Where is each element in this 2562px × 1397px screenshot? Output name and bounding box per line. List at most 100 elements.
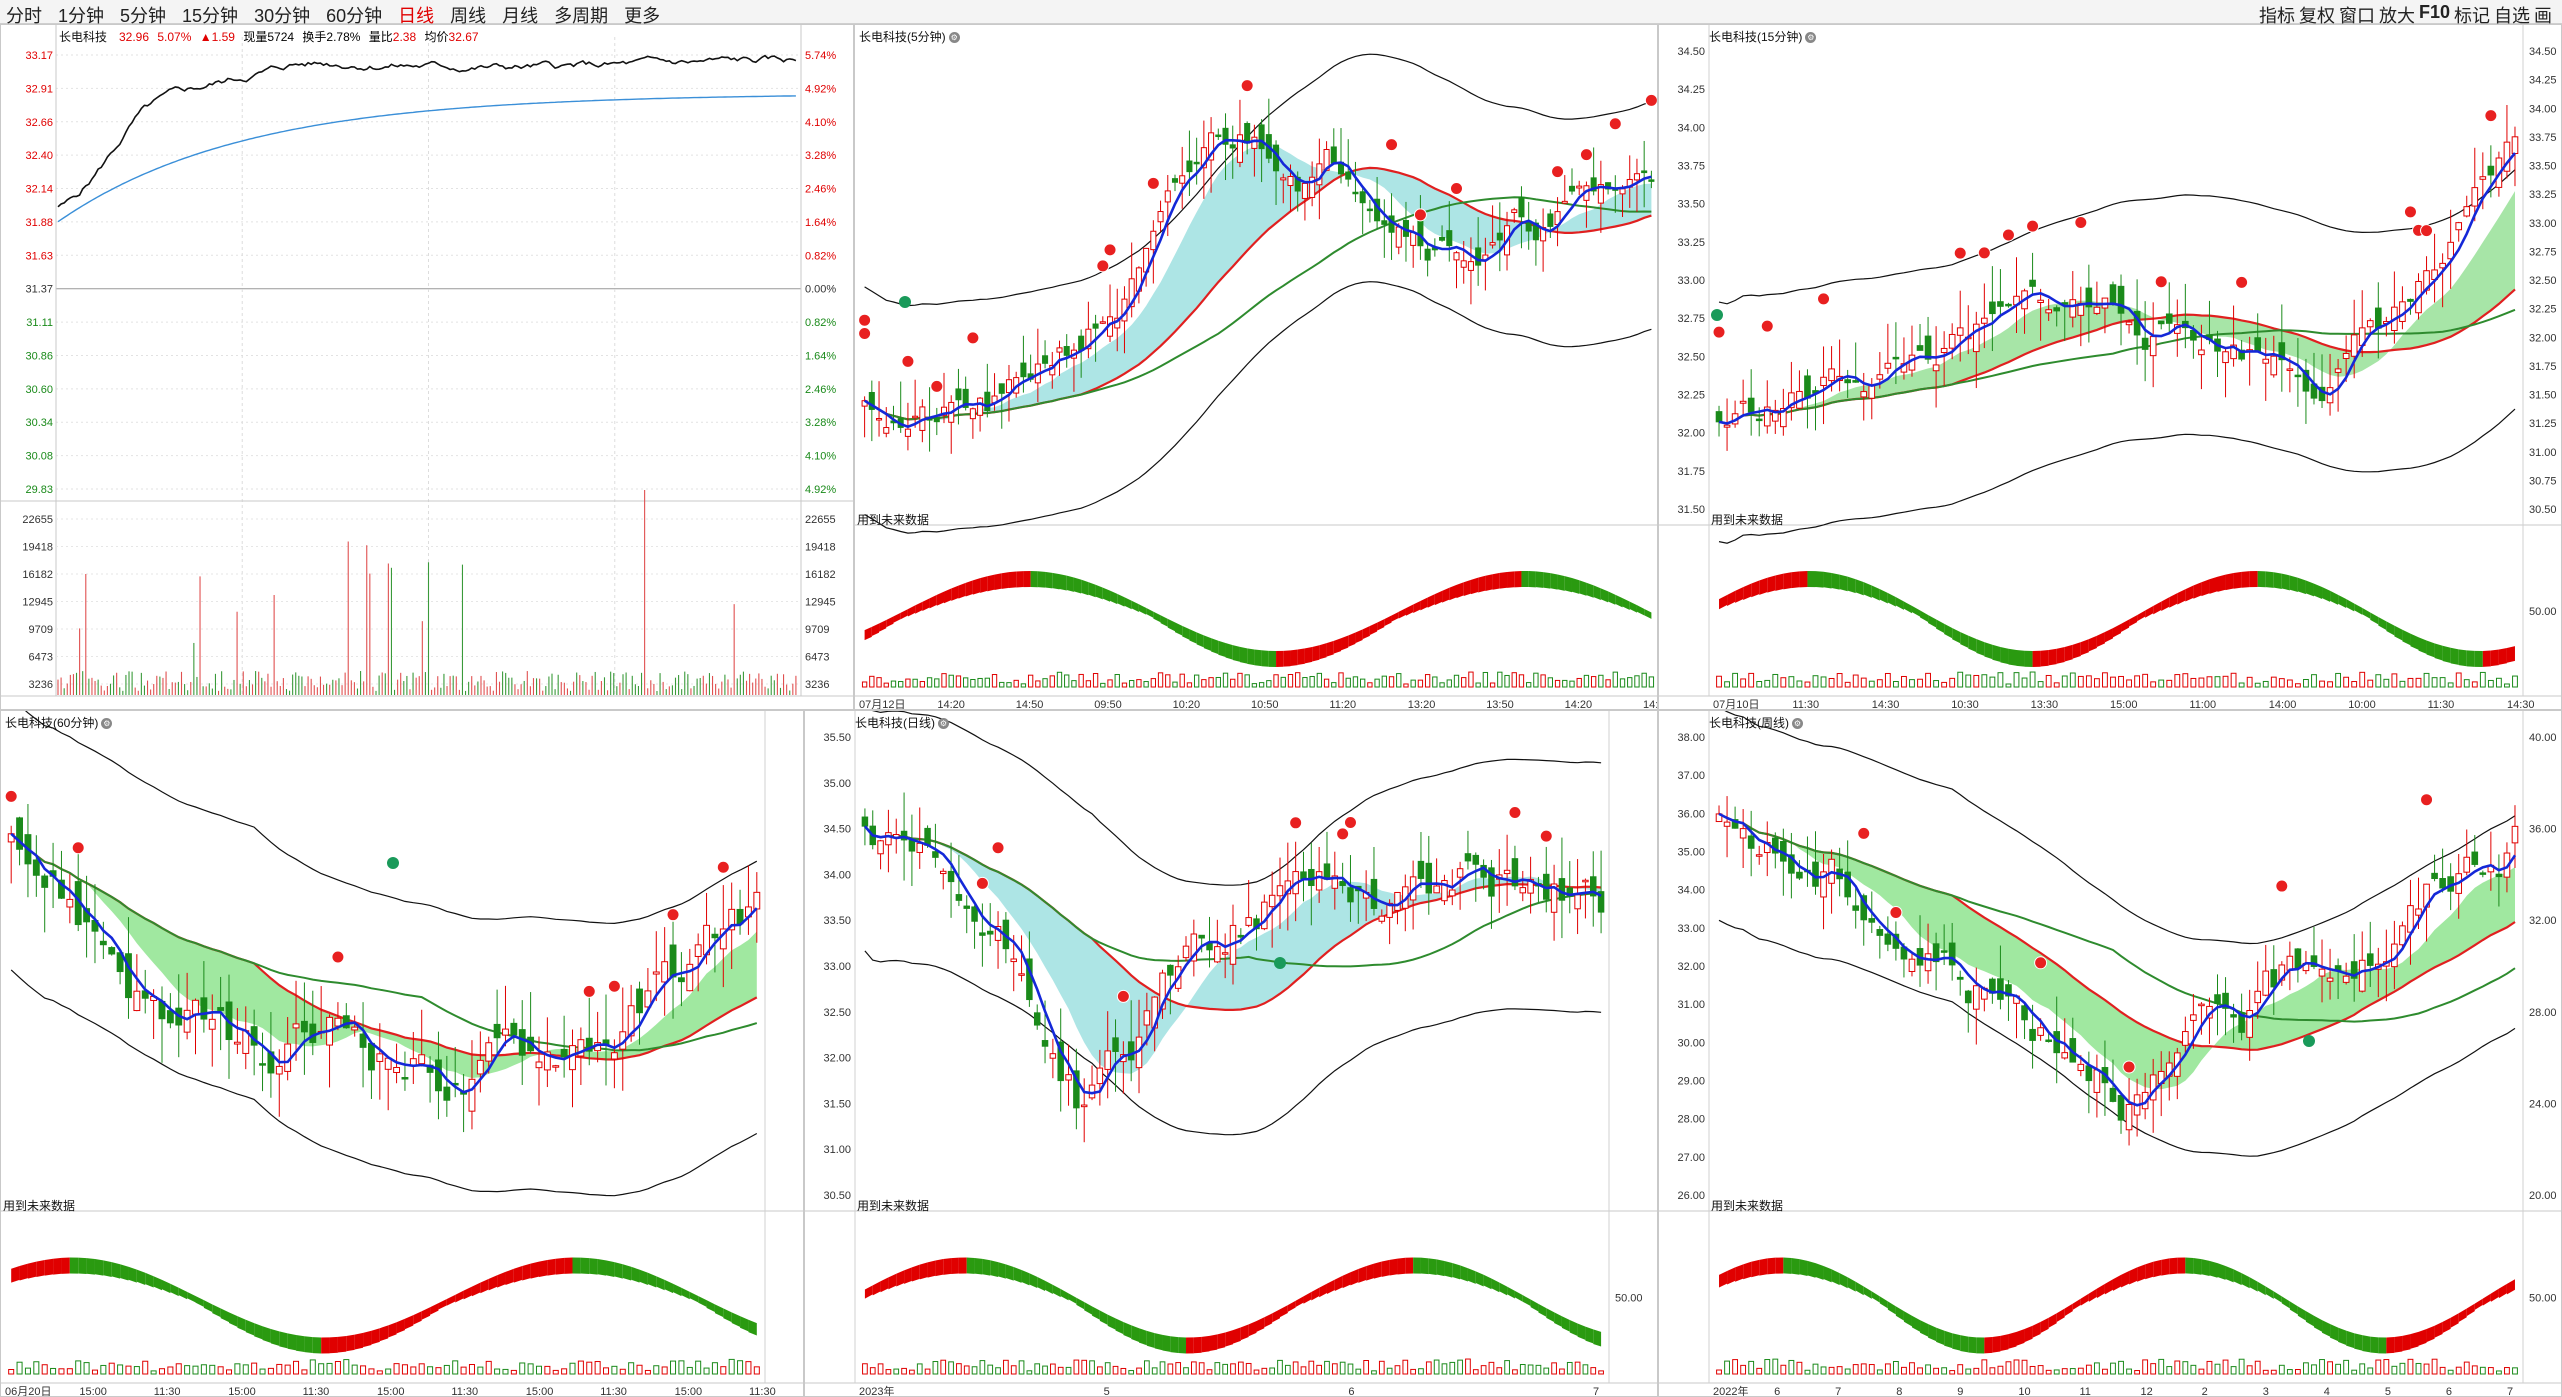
indicator-bar xyxy=(2061,675,2068,688)
candle xyxy=(443,1086,451,1101)
indicator-ribbon xyxy=(1577,1323,1586,1340)
panel-title-5min: 长电科技(5分钟) ⚙ xyxy=(859,30,960,44)
indicator-ribbon xyxy=(1312,645,1320,662)
candle xyxy=(1042,355,1049,364)
indicator-bar xyxy=(2471,1365,2478,1375)
intraday-chart[interactable]: 33.17 5.74%32.91 4.92%32.66 4.10%32.40 3.28%… xyxy=(1,25,854,710)
kline-chart-5min[interactable]: 07月12日 14:20 14:50 09:50 10:20 10:50 11:20 13:2… xyxy=(855,25,1658,710)
candle xyxy=(2399,925,2406,946)
window-button[interactable]: 窗口 xyxy=(2338,6,2375,26)
indicator-ribbon xyxy=(1358,1266,1367,1283)
indicator-ribbon xyxy=(2346,1330,2355,1349)
candle xyxy=(1128,278,1135,308)
tab-multi-period[interactable]: 多周期 xyxy=(554,6,609,26)
candle xyxy=(2238,349,2245,360)
candle xyxy=(1948,333,1956,349)
chart-panel-weekly[interactable]: 长电科技(周线) ⚙ 50.00 38.00 37.00 36.00 35.00 34.00… xyxy=(1658,710,2562,1397)
indicator-bar xyxy=(1716,675,1722,688)
indicator-bar xyxy=(334,1361,341,1375)
indicator-bar xyxy=(2383,678,2390,688)
candle xyxy=(1065,1074,1072,1081)
chart-panel-60min[interactable]: 长电科技(60分钟) ⚙ 06月20日 15:00 11:30 15:00 11:30 15… xyxy=(0,710,804,1397)
candle xyxy=(1347,887,1354,903)
indicator-ribbon xyxy=(1201,1335,1210,1353)
tab-5min[interactable]: 5分钟 xyxy=(120,6,167,26)
candle xyxy=(904,428,911,437)
candle xyxy=(1167,964,1174,976)
indicator-ribbon xyxy=(1377,619,1385,631)
indicator-bar xyxy=(2294,1369,2301,1375)
f10-button[interactable]: F10 xyxy=(2418,2,2450,22)
indicator-ribbon xyxy=(304,1336,313,1353)
signal-marker xyxy=(975,876,989,890)
indicator-ribbon xyxy=(1791,1258,1800,1275)
settings-icon[interactable]: ⚙ xyxy=(938,718,949,730)
candle xyxy=(1200,147,1207,169)
indicator-ribbon xyxy=(2354,1333,2363,1351)
indicator-bar xyxy=(1468,671,1474,688)
indicator-bar xyxy=(2479,671,2486,688)
adjust-button[interactable]: 复权 xyxy=(2298,6,2335,26)
candle xyxy=(2286,955,2294,971)
indicator-ribbon xyxy=(1268,650,1277,667)
chart-panel-daily[interactable]: 长电科技(日线) ⚙ 50.00 35.50 35.00 34.50 34.00 33.50… xyxy=(804,710,1658,1397)
indicator-ribbon xyxy=(1920,1320,1929,1337)
indicator-ribbon xyxy=(1319,1283,1327,1298)
zoom-button[interactable]: 放大 xyxy=(2378,6,2415,26)
indicator-ribbon xyxy=(1333,638,1342,654)
indicator-bar xyxy=(2495,1370,2502,1375)
intraday-panel[interactable]: 长电科技 32.96 5.07% ▲1.59 现量5724 换手2.78% 量比… xyxy=(0,24,854,710)
indicator-ribbon xyxy=(497,1271,506,1288)
tab-fenshi[interactable]: 分时 xyxy=(6,6,42,26)
kline-chart-60min[interactable]: 06月20日 15:00 11:30 15:00 11:30 15:00 11:30 15:0… xyxy=(1,711,804,1397)
indicator-bar xyxy=(1933,680,1940,688)
tab-60min[interactable]: 60分钟 xyxy=(326,6,383,26)
kline-chart-15min[interactable]: 50.0034.5034.2534.0033.7533.5033.2533.00… xyxy=(1659,25,2562,710)
draw-button[interactable]: 画 xyxy=(2534,6,2552,26)
candle xyxy=(1460,260,1467,268)
tab-30min[interactable]: 30分钟 xyxy=(254,6,311,26)
kline-chart-daily[interactable]: 50.0035.5035.0034.5034.0033.5033.0032.50… xyxy=(805,711,1658,1397)
indicator-ribbon xyxy=(1855,579,1864,596)
tab-15min[interactable]: 15分钟 xyxy=(182,6,239,26)
settings-icon[interactable]: ⚙ xyxy=(101,718,113,730)
mark-button[interactable]: 标记 xyxy=(2454,6,2490,26)
settings-icon[interactable]: ⚙ xyxy=(1792,718,1803,730)
candle xyxy=(1956,976,1964,980)
price-label: 30.34 xyxy=(25,417,53,429)
candle xyxy=(2270,355,2278,376)
candle xyxy=(1186,160,1193,173)
indicator-ribbon xyxy=(1146,1330,1155,1348)
indicator-bar xyxy=(2013,1359,2020,1375)
indicator-button[interactable]: 指标 xyxy=(2258,6,2295,26)
indicator-ribbon xyxy=(2096,632,2105,648)
candle xyxy=(916,842,923,853)
candle xyxy=(1747,397,1755,413)
chart-panel-15min[interactable]: 长电科技(15分钟) ⚙ 50.00 34.50 34.25 34.00 33.75 33.… xyxy=(1658,24,2562,710)
indicator-ribbon xyxy=(987,574,995,592)
settings-icon[interactable]: ⚙ xyxy=(1805,32,1817,44)
tab-daily[interactable]: 日线 xyxy=(398,6,435,26)
indicator-bar xyxy=(2351,1369,2358,1375)
tab-1min[interactable]: 1分钟 xyxy=(58,6,105,26)
tab-monthly[interactable]: 月线 xyxy=(502,6,539,26)
candle xyxy=(1018,973,1025,976)
kline-chart-weekly[interactable]: 50.0038.0037.0036.0035.0034.0033.0032.00… xyxy=(1659,711,2562,1397)
indicator-ribbon xyxy=(1023,571,1031,588)
candle xyxy=(1590,177,1597,192)
candle xyxy=(2294,374,2302,378)
settings-icon[interactable]: ⚙ xyxy=(948,32,960,44)
tab-more[interactable]: 更多 xyxy=(624,6,661,26)
indicator-bar xyxy=(1050,1363,1056,1375)
indicator-ribbon xyxy=(1968,635,1977,653)
indicator-ribbon xyxy=(1016,571,1024,588)
watchlist-button[interactable]: 自选 xyxy=(2494,6,2530,26)
signal-marker xyxy=(2420,224,2434,238)
candle xyxy=(2302,369,2310,392)
chart-panel-5min[interactable]: 长电科技(5分钟) ⚙ 07月12日 14:20 14:50 09:50 10:20 10:… xyxy=(854,24,1658,710)
tab-weekly[interactable]: 周线 xyxy=(450,6,487,26)
indicator-ribbon xyxy=(706,1300,715,1313)
candle xyxy=(334,1017,342,1027)
boll-lower xyxy=(1718,408,2516,544)
indicator-ribbon xyxy=(1099,1310,1108,1325)
